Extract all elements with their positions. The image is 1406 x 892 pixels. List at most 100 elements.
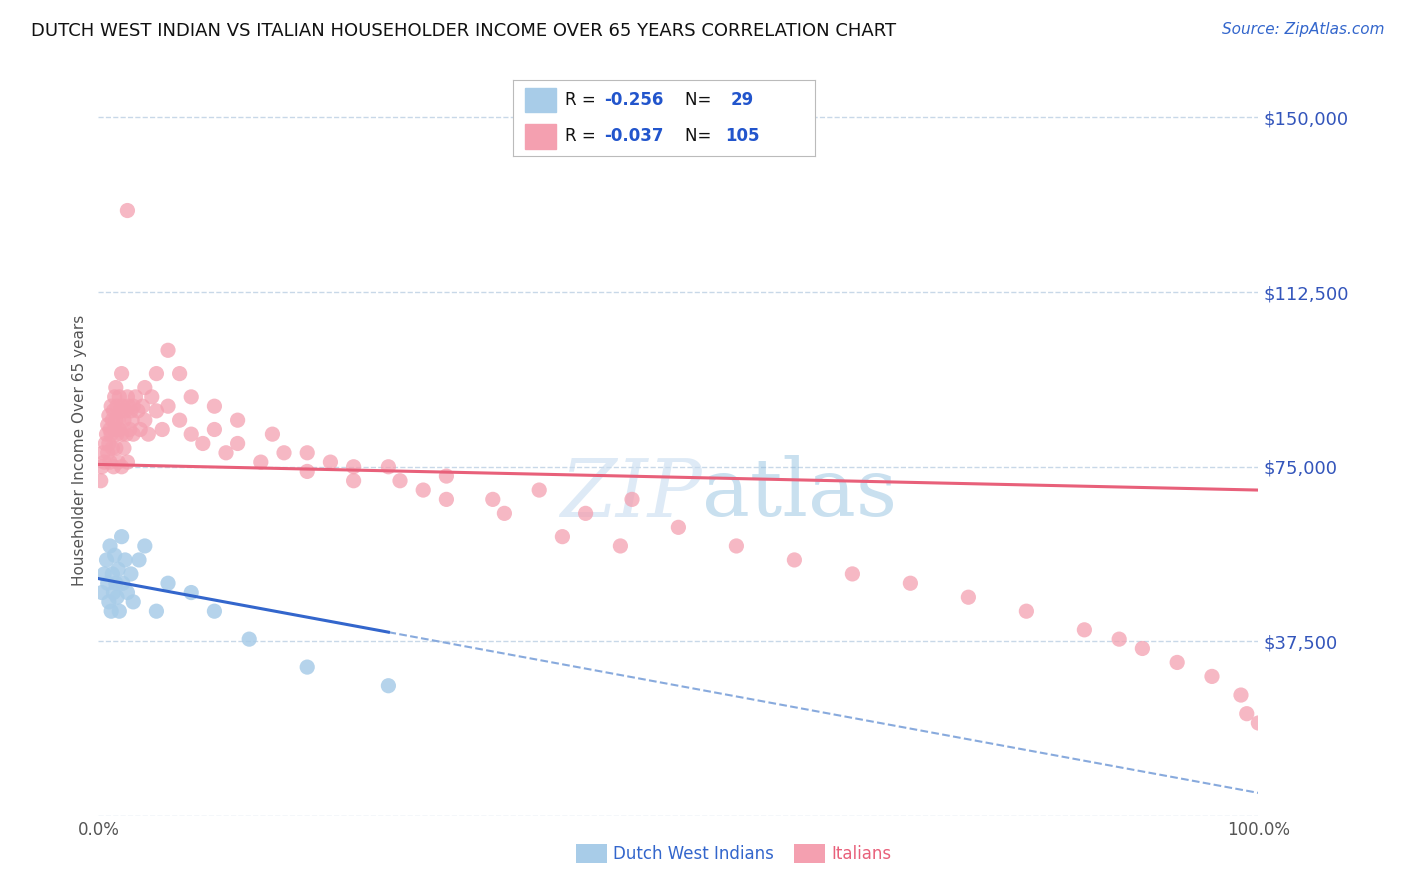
- Point: [98, 422, 121, 436]
- Text: N=: N=: [686, 128, 717, 145]
- Text: 105: 105: [725, 128, 759, 145]
- Point: [900, 576, 922, 591]
- Point: [107, 455, 129, 469]
- Point: [180, 585, 202, 599]
- Point: [1247, 716, 1270, 731]
- Point: [180, 427, 202, 442]
- Point: [134, 380, 156, 394]
- Point: [97, 576, 120, 591]
- Point: [111, 399, 134, 413]
- Point: [100, 399, 122, 413]
- Point: [117, 399, 139, 413]
- Point: [297, 465, 319, 479]
- Point: [111, 530, 132, 544]
- Point: [111, 427, 132, 442]
- Point: [343, 459, 366, 474]
- Point: [191, 436, 214, 450]
- Point: [110, 404, 132, 418]
- Point: [145, 404, 167, 418]
- Text: R =: R =: [565, 91, 600, 109]
- Point: [101, 413, 124, 427]
- Point: [1166, 656, 1188, 670]
- Point: [436, 469, 458, 483]
- Point: [114, 553, 136, 567]
- Point: [111, 459, 132, 474]
- Point: [90, 585, 112, 599]
- Point: [107, 562, 129, 576]
- Point: [134, 539, 156, 553]
- Point: [1236, 706, 1258, 721]
- Point: [131, 399, 153, 413]
- Bar: [526, 124, 555, 149]
- Point: [117, 203, 139, 218]
- Point: [436, 492, 458, 507]
- Point: [204, 604, 226, 618]
- Point: [377, 679, 399, 693]
- Point: [96, 553, 118, 567]
- Point: [97, 409, 120, 423]
- Point: [297, 446, 319, 460]
- Point: [157, 399, 180, 413]
- Point: [118, 422, 141, 436]
- Point: [262, 427, 284, 442]
- Point: [157, 576, 180, 591]
- Point: [112, 441, 135, 455]
- Point: [388, 474, 412, 488]
- Text: -0.256: -0.256: [605, 91, 664, 109]
- Point: [1015, 604, 1038, 618]
- Point: [111, 576, 134, 591]
- Point: [112, 413, 135, 427]
- Text: 29: 29: [731, 91, 754, 109]
- Point: [97, 417, 120, 432]
- Point: [111, 367, 132, 381]
- Point: [783, 553, 806, 567]
- Point: [121, 413, 143, 427]
- Text: R =: R =: [565, 128, 600, 145]
- Point: [90, 459, 112, 474]
- Point: [957, 591, 980, 605]
- Point: [1073, 623, 1095, 637]
- Point: [105, 591, 128, 605]
- Point: [529, 483, 551, 497]
- Point: [319, 455, 342, 469]
- Point: [551, 530, 574, 544]
- Point: [96, 427, 118, 442]
- Point: [134, 413, 156, 427]
- Point: [609, 539, 631, 553]
- Point: [105, 427, 128, 442]
- Point: [104, 549, 127, 563]
- Point: [169, 367, 191, 381]
- Text: ZIP: ZIP: [560, 456, 702, 533]
- Text: -0.037: -0.037: [605, 128, 664, 145]
- Text: Source: ZipAtlas.com: Source: ZipAtlas.com: [1222, 22, 1385, 37]
- Point: [226, 436, 249, 450]
- Point: [120, 404, 142, 418]
- Point: [145, 604, 167, 618]
- Point: [114, 404, 136, 418]
- Point: [101, 566, 124, 581]
- Point: [412, 483, 434, 497]
- Point: [1132, 641, 1154, 656]
- Point: [122, 595, 145, 609]
- Point: [1108, 632, 1130, 647]
- Point: [141, 390, 163, 404]
- Point: [117, 390, 139, 404]
- Point: [98, 455, 121, 469]
- Point: [107, 413, 129, 427]
- Point: [127, 404, 149, 418]
- Point: [104, 390, 127, 404]
- Point: [103, 585, 125, 599]
- Point: [215, 446, 238, 460]
- Point: [250, 455, 273, 469]
- Point: [103, 404, 125, 418]
- Point: [90, 474, 112, 488]
- Point: [100, 427, 122, 442]
- Point: [666, 520, 689, 534]
- Point: [145, 367, 167, 381]
- Point: [97, 436, 120, 450]
- Point: [621, 492, 644, 507]
- Point: [93, 455, 115, 469]
- Point: [122, 399, 145, 413]
- Point: [97, 446, 120, 460]
- Text: Dutch West Indians: Dutch West Indians: [613, 845, 773, 863]
